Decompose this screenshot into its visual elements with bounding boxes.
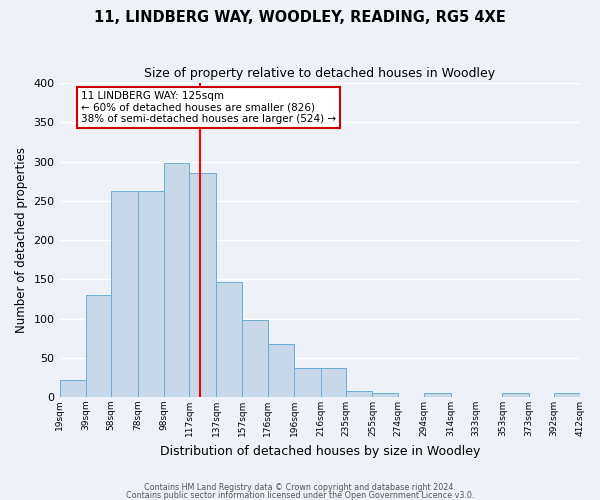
Bar <box>424 393 451 397</box>
X-axis label: Distribution of detached houses by size in Woodley: Distribution of detached houses by size … <box>160 444 480 458</box>
Bar <box>138 190 164 397</box>
Bar <box>346 390 373 397</box>
Bar <box>373 393 398 397</box>
Bar <box>294 368 320 397</box>
Bar <box>164 163 190 397</box>
Bar <box>190 174 216 397</box>
Text: Contains public sector information licensed under the Open Government Licence v3: Contains public sector information licen… <box>126 490 474 500</box>
Bar <box>320 368 346 397</box>
Bar <box>111 190 138 397</box>
Bar <box>86 295 111 397</box>
Title: Size of property relative to detached houses in Woodley: Size of property relative to detached ho… <box>145 68 496 80</box>
Bar <box>268 344 294 397</box>
Bar <box>554 393 581 397</box>
Bar <box>216 282 242 397</box>
Text: Contains HM Land Registry data © Crown copyright and database right 2024.: Contains HM Land Registry data © Crown c… <box>144 484 456 492</box>
Text: 11, LINDBERG WAY, WOODLEY, READING, RG5 4XE: 11, LINDBERG WAY, WOODLEY, READING, RG5 … <box>94 10 506 25</box>
Bar <box>59 380 86 397</box>
Y-axis label: Number of detached properties: Number of detached properties <box>15 147 28 333</box>
Bar <box>502 393 529 397</box>
Bar <box>242 320 268 397</box>
Text: 11 LINDBERG WAY: 125sqm
← 60% of detached houses are smaller (826)
38% of semi-d: 11 LINDBERG WAY: 125sqm ← 60% of detache… <box>81 91 336 124</box>
